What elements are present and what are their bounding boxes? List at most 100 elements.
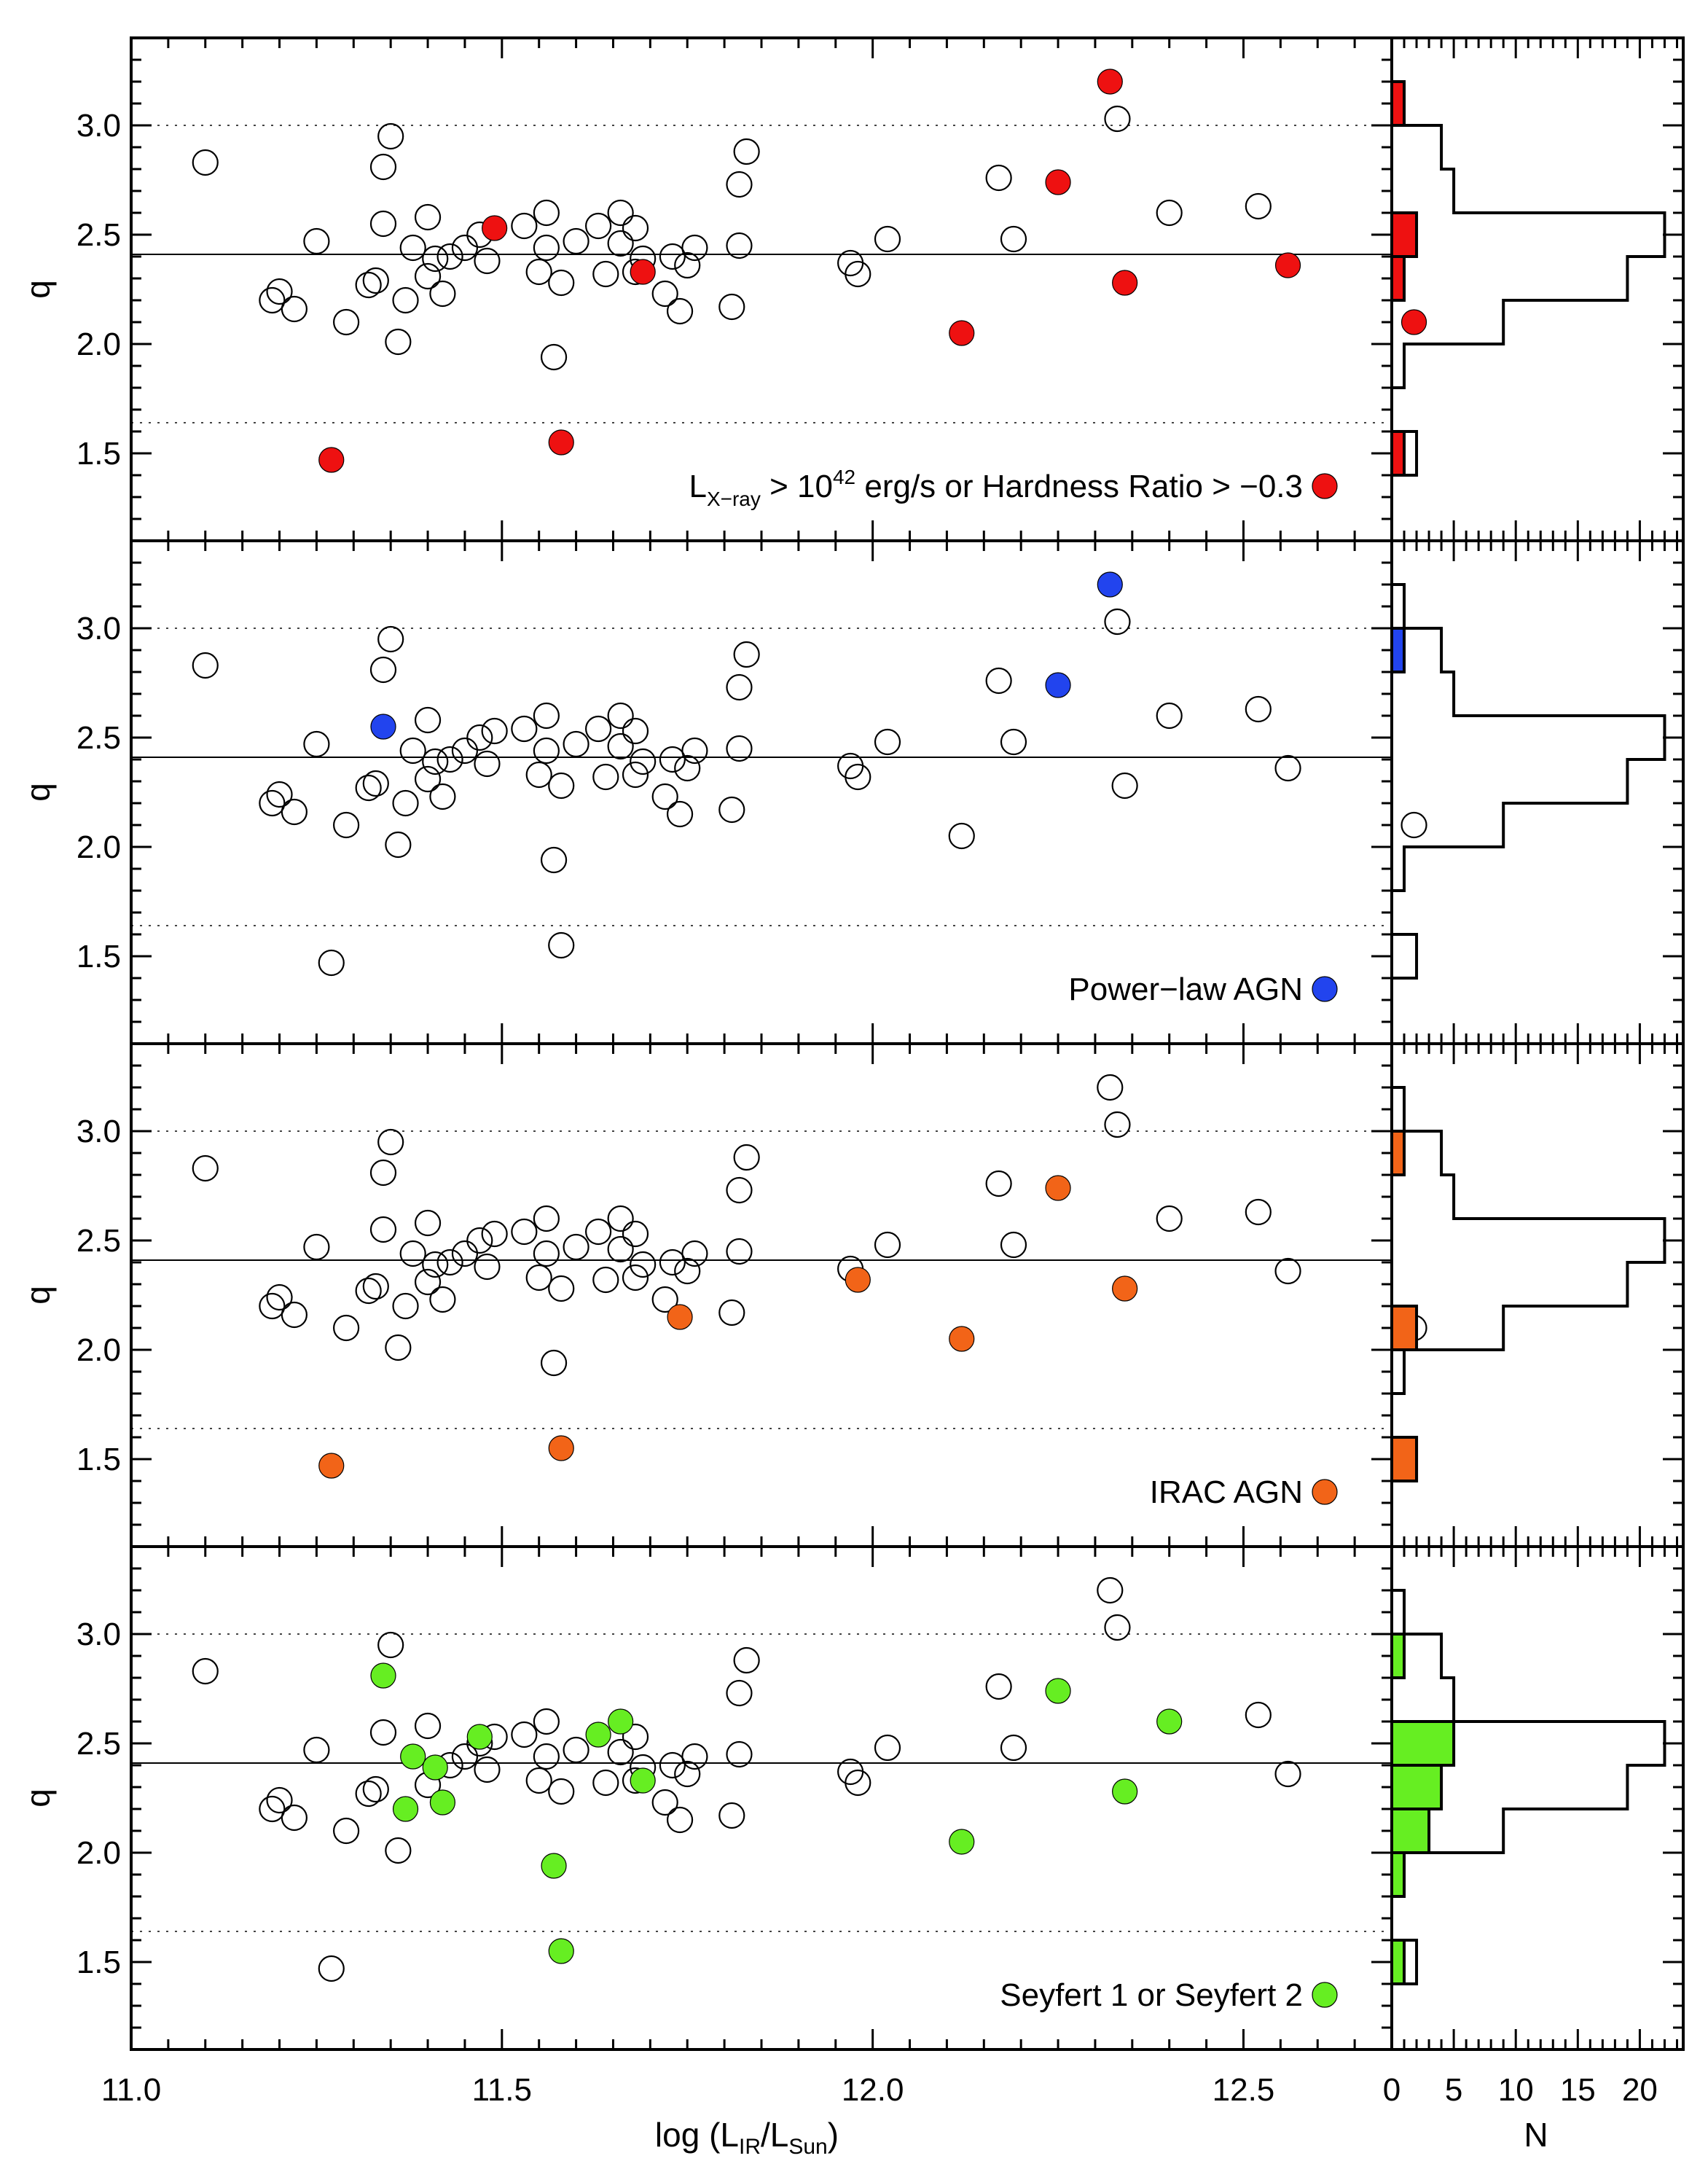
data-point — [355, 774, 382, 802]
data-point — [985, 1673, 1012, 1700]
data-point — [259, 1795, 286, 1823]
data-point — [422, 1251, 449, 1278]
data-point — [718, 293, 745, 321]
data-point — [429, 280, 456, 308]
y-tick-label: 3.0 — [77, 1114, 121, 1149]
data-point — [399, 737, 426, 765]
legend-marker — [1312, 1982, 1338, 2008]
legend-label: Power−law AGN — [1068, 972, 1303, 1007]
y-tick-label: 3.0 — [77, 611, 121, 646]
highlighted-data-point — [1401, 309, 1427, 335]
legend: Power−law AGN — [1068, 972, 1338, 1007]
data-point — [874, 1734, 901, 1762]
highlighted-data-point — [1112, 270, 1138, 296]
y-tick-label: 1.5 — [77, 1945, 121, 1980]
data-point — [392, 1292, 419, 1320]
data-point — [548, 931, 575, 959]
y-tick-label: 1.5 — [77, 436, 121, 472]
data-point — [540, 1349, 568, 1377]
data-point — [607, 1738, 634, 1766]
y-tick-label: 1.5 — [77, 1442, 121, 1477]
data-point — [466, 1227, 493, 1254]
data-point — [1245, 1701, 1272, 1729]
scatter-points — [192, 571, 1427, 977]
hist-ticks — [1390, 541, 1678, 1044]
x-title-sub1: IR — [739, 2135, 761, 2159]
y-axis-title: q — [19, 1789, 57, 1808]
legend-label: IRAC AGN — [1150, 1474, 1303, 1510]
highlighted-data-point — [482, 215, 508, 241]
legend-marker — [1312, 473, 1338, 499]
histogram — [1390, 1589, 1666, 1985]
y-tick-label: 3.0 — [77, 108, 121, 144]
data-point — [429, 783, 456, 810]
histogram-frame — [1390, 1545, 1685, 2051]
data-point — [414, 1268, 442, 1296]
data-point — [630, 1251, 657, 1278]
data-point — [630, 748, 657, 775]
data-point — [1000, 1734, 1027, 1762]
legend-marker — [1312, 1479, 1338, 1505]
data-point — [422, 245, 449, 273]
data-point — [563, 1233, 589, 1261]
data-point — [1000, 225, 1027, 253]
data-point — [318, 1955, 345, 1982]
data-point — [474, 1253, 501, 1281]
hist-subset-bar — [1390, 430, 1406, 477]
data-point — [533, 737, 560, 765]
data-point — [726, 1176, 753, 1204]
legend-marker — [1312, 976, 1338, 1002]
panel-3: 1.5 2.0 2.5 3.0 q IRAC AGN — [19, 1042, 1685, 1548]
data-point — [622, 214, 649, 242]
highlighted-data-point — [541, 1853, 567, 1879]
x-title-post: ) — [828, 2116, 839, 2154]
data-point — [369, 1159, 397, 1187]
y-axis-title: q — [19, 280, 57, 299]
data-point — [666, 297, 694, 325]
hist-subset-bar — [1390, 211, 1419, 258]
data-point — [563, 730, 589, 758]
data-point — [474, 247, 501, 275]
y-tick-label: 1.5 — [77, 939, 121, 974]
panel-1: 1.5 2.0 2.5 3.0 q LX−ray > 1042 erg/s or Hard… — [19, 36, 1685, 542]
data-point — [592, 1266, 619, 1294]
data-point — [592, 1769, 619, 1797]
y-ticks — [131, 36, 1683, 520]
data-point — [281, 798, 307, 826]
highlighted-data-point — [1112, 1778, 1138, 1805]
data-point — [622, 717, 649, 745]
y-tick-label: 2.5 — [77, 1726, 121, 1762]
data-point — [259, 1292, 286, 1320]
data-point — [429, 1286, 456, 1313]
hist-tick-label: 5 — [1445, 2072, 1462, 2108]
data-point — [377, 625, 404, 653]
hist-tick-label: 0 — [1383, 2072, 1401, 2108]
data-point — [607, 702, 634, 730]
highlighted-data-point — [548, 1435, 574, 1461]
data-point — [733, 1144, 760, 1171]
data-point — [362, 1775, 389, 1803]
x-ticks — [130, 1044, 1393, 1547]
data-point — [1097, 1576, 1124, 1604]
hist-tick-label: 10 — [1498, 2072, 1534, 2108]
hist-ticks — [1390, 38, 1678, 541]
x-title-pre: log (L — [655, 2116, 739, 2154]
highlighted-data-point — [370, 714, 396, 740]
data-point — [192, 149, 219, 176]
hist-ticks — [1390, 1547, 1678, 2049]
data-point — [718, 1299, 745, 1326]
data-point — [1274, 754, 1301, 782]
data-point — [985, 164, 1012, 192]
data-point — [1111, 772, 1138, 800]
legend-label: LX−ray > 1042 erg/s or Hardness Ratio > … — [689, 466, 1303, 510]
data-point — [948, 822, 975, 850]
data-point — [1401, 811, 1427, 839]
data-point — [355, 1780, 382, 1808]
x-tick-label: 11.5 — [472, 2072, 532, 2108]
hist-subset-bar — [1390, 1764, 1443, 1810]
data-point — [659, 746, 686, 773]
data-point — [333, 1817, 360, 1845]
data-point — [192, 1657, 219, 1685]
data-point — [333, 308, 360, 336]
